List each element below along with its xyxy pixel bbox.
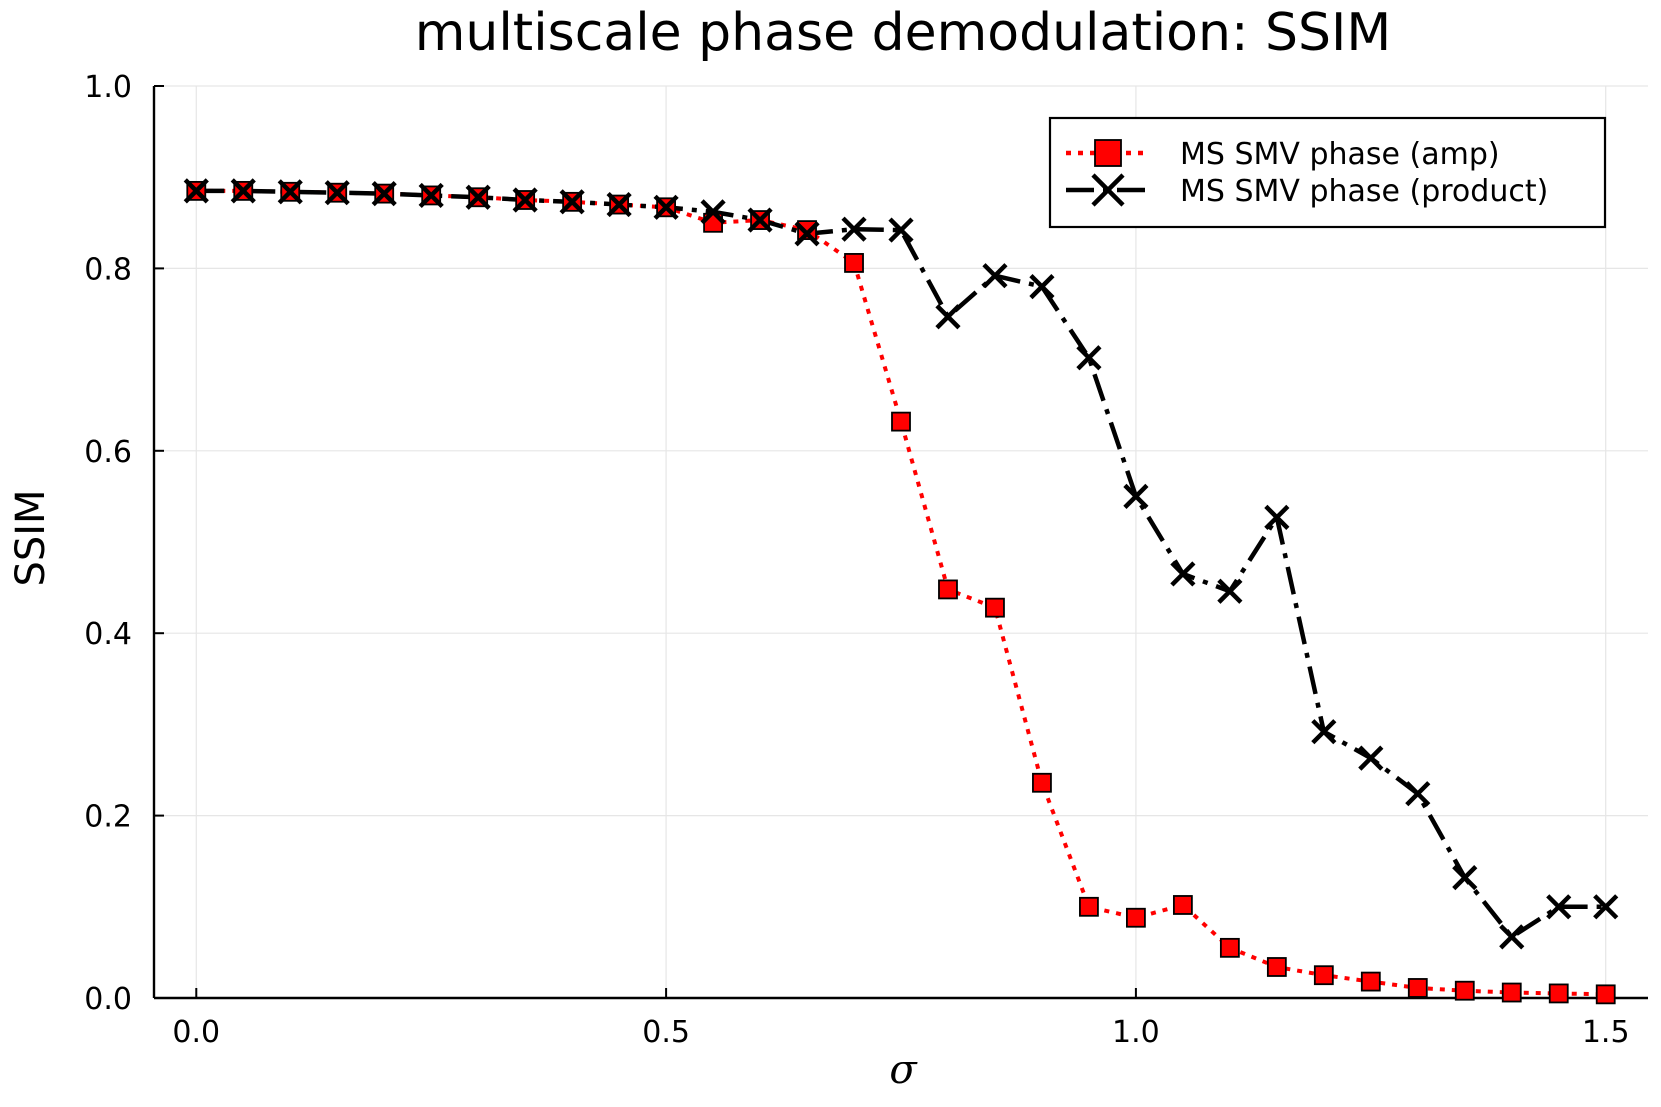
data-point xyxy=(797,220,817,240)
data-point xyxy=(606,191,632,218)
x-tick-label: 1.0 xyxy=(1112,1015,1160,1050)
data-point xyxy=(982,263,1008,289)
chart-title: multiscale phase demodulation: SSIM xyxy=(415,3,1391,63)
data-point xyxy=(935,304,961,330)
data-point xyxy=(1079,896,1099,917)
data-point xyxy=(1360,971,1381,992)
x-tick-label: 0.0 xyxy=(172,1015,220,1050)
data-point xyxy=(1454,980,1475,1001)
data-point xyxy=(794,221,820,247)
data-point xyxy=(1123,483,1149,509)
x-tick-label: 1.5 xyxy=(1582,1015,1630,1050)
y-axis-label: SSIM xyxy=(8,489,54,586)
data-point xyxy=(277,179,303,205)
legend-label: MS SMV phase (amp) xyxy=(1180,137,1500,172)
data-point xyxy=(1264,504,1290,530)
data-point xyxy=(891,411,911,432)
plot-area xyxy=(183,178,1619,1005)
legend-item: MS SMV phase (product) xyxy=(1066,173,1548,209)
data-point xyxy=(1548,983,1569,1004)
data-point xyxy=(1170,561,1196,587)
data-point xyxy=(371,181,397,207)
data-point xyxy=(1358,745,1384,771)
data-point xyxy=(183,178,209,204)
data-point xyxy=(747,207,773,233)
y-tick-label: 0.8 xyxy=(84,252,132,287)
y-tick-label: 0.2 xyxy=(84,800,132,835)
legend-label: MS SMV phase (product) xyxy=(1180,174,1548,209)
data-point xyxy=(1311,719,1337,745)
y-tick-label: 0.0 xyxy=(84,982,132,1017)
data-point xyxy=(230,178,256,204)
data-point xyxy=(1266,957,1287,977)
data-point xyxy=(1593,894,1619,920)
data-point xyxy=(888,217,914,243)
series-line-amp xyxy=(196,188,1606,997)
axes: 0.0 0.5 1.0 1.5 0.0 0.2 0.4 0.6 0.8 1.0 xyxy=(84,70,1648,1050)
data-point xyxy=(1546,894,1572,920)
legend-marker xyxy=(1091,173,1125,207)
data-point xyxy=(512,187,538,213)
series-markers-product xyxy=(183,178,1619,950)
data-point xyxy=(1032,772,1052,793)
data-point xyxy=(1076,345,1102,371)
data-point xyxy=(1407,978,1428,998)
data-point xyxy=(985,597,1005,618)
data-point xyxy=(1172,895,1193,915)
data-point xyxy=(1452,865,1478,891)
data-point xyxy=(938,579,958,600)
data-point xyxy=(1595,984,1616,1005)
series-line-product xyxy=(196,188,1606,940)
x-axis-label: σ xyxy=(889,1047,918,1093)
x-tick-label: 0.5 xyxy=(642,1015,690,1050)
legend-item: MS SMV phase (amp) xyxy=(1066,137,1500,172)
data-point xyxy=(418,182,444,209)
data-point xyxy=(465,184,491,210)
legend: MS SMV phase (amp)MS SMV phase (product) xyxy=(1048,116,1607,229)
y-tick-label: 0.6 xyxy=(84,435,132,470)
data-point xyxy=(1499,924,1525,950)
data-point xyxy=(841,216,867,242)
data-point xyxy=(653,194,679,220)
data-point xyxy=(1217,578,1243,604)
data-point xyxy=(1313,965,1334,986)
data-point xyxy=(700,199,726,225)
data-point xyxy=(844,253,864,273)
data-point xyxy=(324,180,350,206)
y-tick-label: 1.0 xyxy=(84,70,132,105)
data-point xyxy=(1126,907,1146,928)
legend-box xyxy=(1048,116,1607,229)
data-point xyxy=(1219,937,1240,958)
legend-marker xyxy=(1094,139,1122,167)
data-point xyxy=(559,189,585,215)
data-point xyxy=(1029,274,1055,300)
y-tick-label: 0.4 xyxy=(84,617,132,652)
data-point xyxy=(1405,781,1431,807)
series-markers-amp xyxy=(186,180,1616,1005)
data-point xyxy=(1501,982,1522,1003)
